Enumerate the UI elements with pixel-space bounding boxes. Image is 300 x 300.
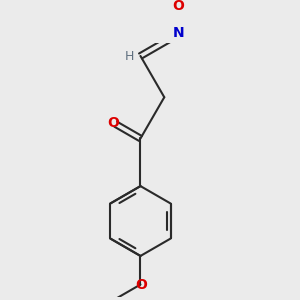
Text: O: O: [172, 0, 184, 14]
Text: O: O: [135, 278, 147, 292]
Text: N: N: [173, 26, 185, 40]
Text: O: O: [107, 116, 119, 130]
Text: H: H: [124, 50, 134, 63]
